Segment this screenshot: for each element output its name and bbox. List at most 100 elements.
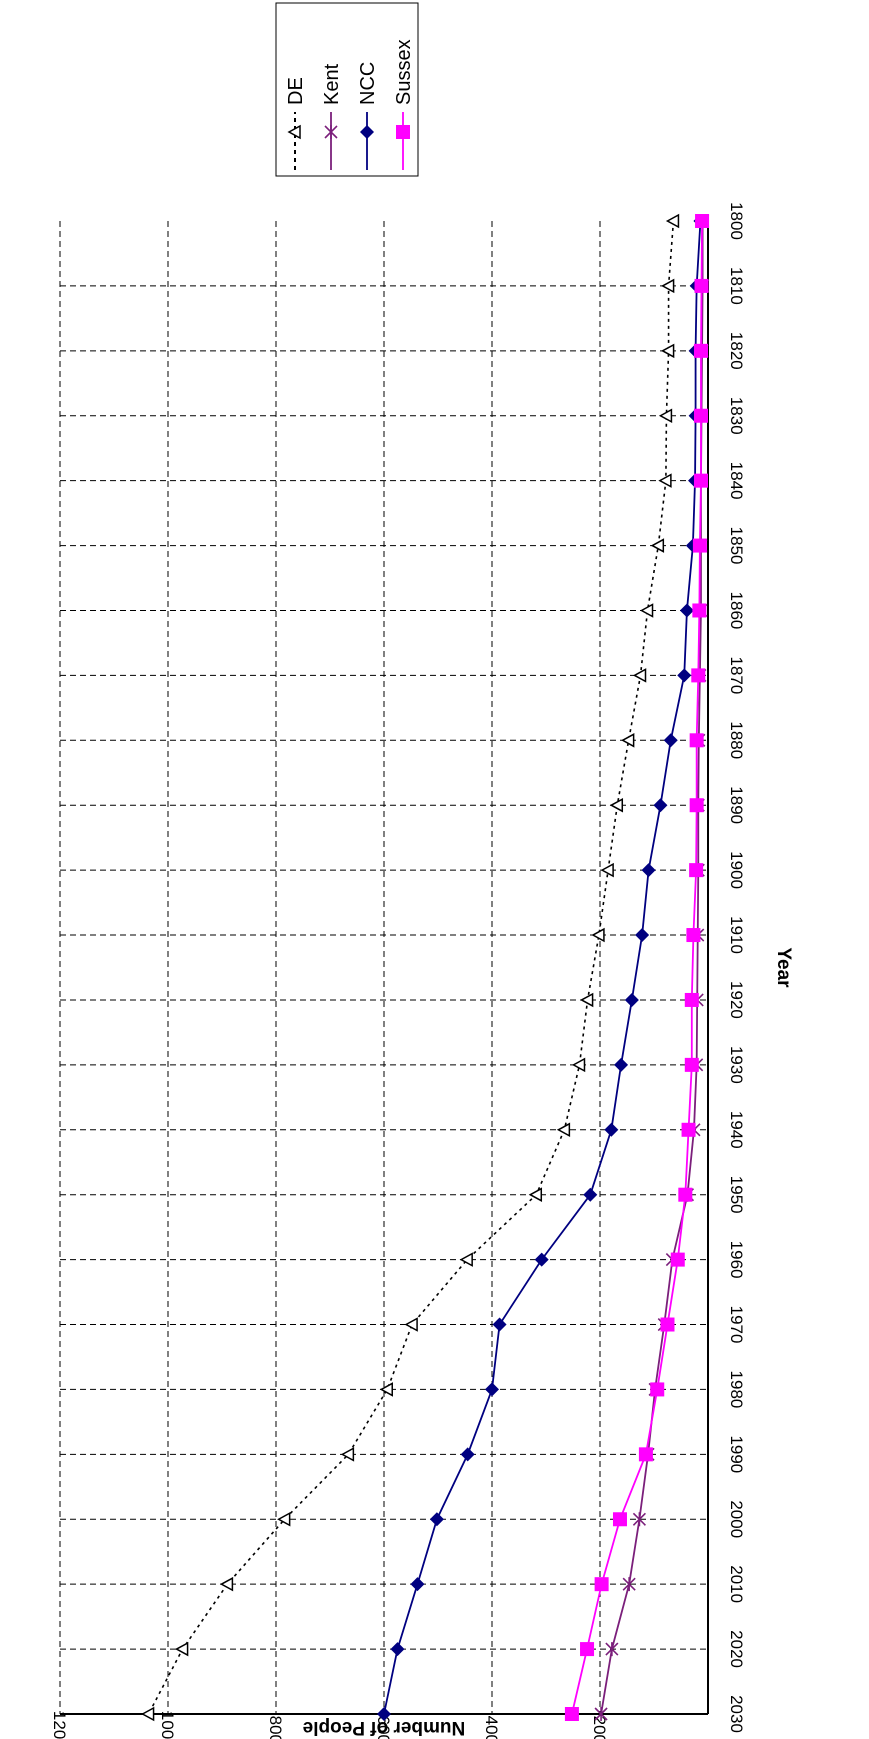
data-point-sussex <box>650 1382 665 1397</box>
data-point-ncc <box>641 863 656 878</box>
data-point-kent <box>632 1512 646 1527</box>
data-point-de <box>556 1122 571 1138</box>
legend-label-ncc: NCC <box>357 62 379 105</box>
data-point-de <box>379 1382 393 1397</box>
x-tick-label: 1870 <box>727 656 746 694</box>
data-point-sussex <box>694 278 709 293</box>
x-axis-title: Year <box>773 947 794 988</box>
data-point-ncc <box>410 1577 425 1592</box>
x-tick-label: 1810 <box>727 267 746 305</box>
data-point-de <box>277 1511 291 1527</box>
x-tick-label: 1880 <box>727 721 746 759</box>
y-tick-labels: 020000040000060000080000010000001200000 <box>50 1711 609 1739</box>
series-ncc <box>377 214 708 1721</box>
data-point-de <box>219 1576 234 1592</box>
data-point-de <box>528 1187 543 1202</box>
legend-marker-ncc <box>360 125 374 139</box>
data-point-sussex <box>693 343 708 358</box>
data-point-sussex <box>564 1707 579 1721</box>
data-point-ncc <box>492 1317 507 1332</box>
x-tick-label: 1860 <box>727 592 746 630</box>
legend-items: DE Kent NCC Sussex <box>285 39 415 170</box>
series-line-de <box>147 220 675 1715</box>
x-tick-labels: 1800 1810 1820 1830 1840 1850 1860 1870 1880 1890… <box>727 202 746 1733</box>
x-tick-label: 2030 <box>727 1695 746 1733</box>
data-point-de <box>650 538 665 553</box>
legend-item-sussex: Sussex <box>393 39 415 170</box>
series-line-sussex <box>571 220 703 1715</box>
data-point-de <box>621 733 635 748</box>
data-point-sussex <box>612 1512 627 1527</box>
series-kent <box>594 214 710 1721</box>
series-line-ncc <box>383 220 702 1715</box>
gridlines <box>59 221 708 1715</box>
y-tick-label: 1000000 <box>158 1711 177 1739</box>
data-point-sussex <box>678 1187 693 1202</box>
data-point-sussex <box>660 1317 675 1332</box>
data-point-de <box>140 1706 155 1722</box>
data-point-de <box>632 668 647 683</box>
data-point-kent <box>594 1707 608 1721</box>
y-tick-label: 200000 <box>590 1716 609 1739</box>
data-point-sussex <box>686 928 701 943</box>
data-point-sussex <box>684 992 699 1007</box>
data-point-ncc <box>635 928 650 943</box>
series-line-kent <box>600 221 704 1715</box>
data-point-de <box>459 1252 473 1267</box>
data-point-de <box>658 473 672 488</box>
data-point-sussex <box>681 1122 696 1137</box>
legend-label-kent: Kent <box>321 63 343 105</box>
series-sussex <box>564 214 710 1721</box>
data-point-de <box>658 408 673 424</box>
x-tick-label: 1840 <box>727 462 746 500</box>
series <box>140 213 710 1722</box>
x-tick-label: 1950 <box>727 1176 746 1214</box>
data-point-kent <box>622 1577 636 1592</box>
data-point-sussex <box>689 798 704 813</box>
data-point-sussex <box>684 1057 699 1072</box>
legend-label-sussex: Sussex <box>393 39 415 105</box>
y-tick-label: 1200000 <box>50 1711 69 1739</box>
legend-item-kent: Kent <box>321 63 343 170</box>
x-tick-label: 1980 <box>727 1371 746 1409</box>
data-point-ncc <box>653 798 668 813</box>
data-point-sussex <box>689 733 704 748</box>
data-point-kent <box>605 1642 619 1657</box>
x-tick-label: 1920 <box>727 981 746 1019</box>
data-point-sussex <box>692 603 707 618</box>
x-tick-label: 1910 <box>727 916 746 954</box>
data-point-ncc <box>679 603 694 618</box>
x-tick-label: 2020 <box>727 1630 746 1668</box>
legend-label-de: DE <box>285 77 307 105</box>
data-point-ncc <box>677 668 692 683</box>
data-point-de <box>639 603 654 618</box>
data-point-de <box>340 1447 355 1462</box>
x-tick-label: 1850 <box>727 527 746 565</box>
data-point-de <box>609 797 624 813</box>
data-point-sussex <box>670 1252 685 1267</box>
data-point-sussex <box>594 1577 609 1592</box>
data-point-ncc <box>614 1057 629 1072</box>
data-point-ncc <box>460 1447 475 1462</box>
legend-marker-de <box>287 124 301 140</box>
data-point-de <box>591 927 605 943</box>
data-point-ncc <box>604 1122 619 1137</box>
x-tick-label: 1820 <box>727 332 746 370</box>
data-point-sussex <box>693 408 708 423</box>
x-tick-label: 1990 <box>727 1435 746 1473</box>
data-point-sussex <box>692 538 707 553</box>
data-point-de <box>661 343 675 359</box>
data-point-de <box>661 278 675 294</box>
x-tick-label: 2000 <box>727 1500 746 1538</box>
data-point-de <box>600 862 614 878</box>
data-point-sussex <box>693 473 708 488</box>
data-point-ncc <box>583 1187 598 1202</box>
legend-marker-kent <box>324 125 338 139</box>
x-tick-label: 1800 <box>727 202 746 240</box>
data-point-ncc <box>624 992 639 1007</box>
data-point-ncc <box>429 1512 444 1527</box>
y-tick-label: 600000 <box>374 1716 393 1739</box>
series-de <box>140 213 680 1722</box>
legend-item-ncc: NCC <box>357 62 379 170</box>
